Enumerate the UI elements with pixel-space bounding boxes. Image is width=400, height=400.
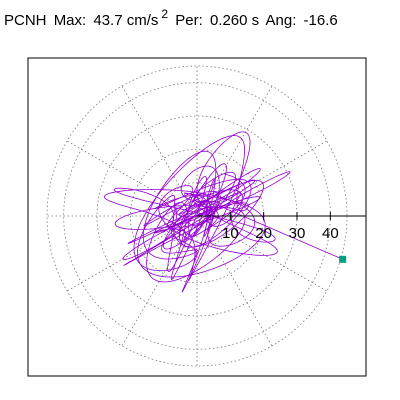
radial-tick-label: 40: [322, 225, 339, 242]
max-unit-exponent: 2: [161, 7, 169, 21]
period-value: 0.260 s: [209, 12, 260, 29]
period-label: Per:: [175, 12, 203, 29]
endpoint-marker-group: [339, 255, 347, 263]
header-readout: PCNH Max: 43.7 cm/s 2 Per: 0.260 s Ang: -…: [4, 7, 341, 29]
grid-spoke: [196, 215, 273, 347]
angle-label: Ang:: [265, 12, 297, 29]
grid-spoke: [66, 140, 198, 217]
radial-tick-label: 20: [255, 225, 272, 242]
radial-tick-label: 10: [222, 225, 239, 242]
radial-tick-label: 30: [289, 225, 306, 242]
radial-tick-labels: 10 20 30 40: [222, 212, 339, 242]
grid-spoke: [121, 85, 198, 217]
max-value: 43.7 cm/s: [93, 12, 159, 29]
max-label: Max:: [53, 12, 87, 29]
endpoint-marker: [339, 255, 347, 263]
trace-path: [103, 131, 343, 293]
motion-trace: [103, 131, 343, 293]
station-code: PCNH: [4, 12, 47, 29]
plot-frame: [27, 57, 367, 377]
angle-value: -16.6: [303, 12, 338, 29]
grid-spoke: [196, 215, 328, 292]
